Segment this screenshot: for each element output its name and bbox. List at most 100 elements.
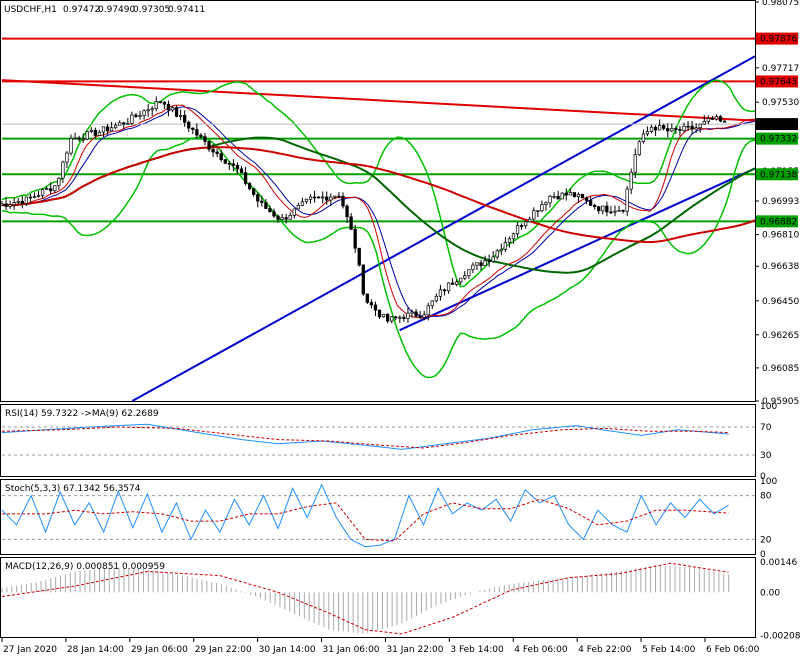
candle-body bbox=[300, 201, 305, 206]
candle-body bbox=[515, 225, 520, 235]
candle-body bbox=[235, 164, 240, 170]
level-price-label: 0.96882 bbox=[760, 217, 797, 227]
time-tick-label: 29 Jan 06:00 bbox=[131, 645, 188, 655]
macd-pane[interactable] bbox=[0, 557, 756, 638]
stoch-series-line bbox=[1, 483, 729, 548]
ma-fast-blue bbox=[1, 106, 756, 318]
resistance-trendline bbox=[1, 79, 756, 122]
candle-body bbox=[227, 162, 231, 165]
candle-body bbox=[593, 204, 597, 208]
level-price-label: 0.97876 bbox=[760, 35, 797, 45]
stoch-tick-label: 100 bbox=[760, 477, 777, 487]
candle-body bbox=[475, 262, 479, 266]
candle-body bbox=[552, 195, 556, 198]
candle-body bbox=[150, 108, 154, 111]
macd-signal-line bbox=[1, 562, 729, 635]
candle-body bbox=[49, 188, 53, 192]
candle-body bbox=[252, 188, 256, 195]
bollinger-lower-band bbox=[1, 136, 756, 379]
candle-body bbox=[36, 195, 41, 197]
macd-title: MACD(12,26,9) 0.000851 0.000959 bbox=[5, 562, 165, 572]
level-price-tag bbox=[756, 132, 798, 145]
level-price-label: 0.97138 bbox=[760, 170, 797, 180]
candle-body bbox=[528, 218, 532, 223]
candle-body bbox=[24, 196, 29, 205]
candle-body bbox=[674, 128, 678, 130]
candle-body bbox=[85, 131, 89, 140]
candle-body bbox=[617, 209, 621, 212]
candle-body bbox=[430, 300, 434, 307]
candle-body bbox=[633, 154, 637, 173]
price-tick-label: 0.95905 bbox=[762, 397, 799, 407]
candle-body bbox=[101, 126, 106, 133]
candle-body bbox=[483, 260, 487, 266]
candle-body bbox=[678, 129, 682, 131]
price-tick-label: 0.98075 bbox=[762, 0, 799, 8]
candle-body bbox=[316, 196, 321, 199]
level-price-tag bbox=[756, 168, 798, 181]
candle-body bbox=[45, 188, 49, 191]
candle-body bbox=[471, 264, 475, 270]
candle-body bbox=[268, 208, 272, 213]
candle-body bbox=[28, 196, 33, 199]
rsi-tick-label: 0 bbox=[760, 472, 766, 482]
candle-body bbox=[357, 247, 361, 266]
level-price-tag bbox=[756, 75, 798, 88]
candle-body bbox=[154, 101, 158, 109]
price-overlays bbox=[1, 37, 756, 402]
rsi-tick-label: 70 bbox=[760, 423, 772, 433]
level-price-label: 0.97332 bbox=[760, 135, 797, 145]
candle-body bbox=[450, 282, 455, 285]
time-tick-label: 31 Jan 22:00 bbox=[386, 645, 443, 655]
time-tick-label: 27 Jan 2020 bbox=[3, 645, 57, 655]
candle-body bbox=[540, 204, 544, 212]
price-tick-label: 0.97717 bbox=[762, 64, 799, 74]
rsi-pane[interactable] bbox=[0, 404, 756, 477]
candle-body bbox=[284, 217, 288, 220]
candle-body bbox=[588, 200, 593, 206]
time-tick-label: 31 Jan 06:00 bbox=[323, 645, 380, 655]
candle-body bbox=[166, 103, 171, 111]
candle-body bbox=[394, 316, 398, 319]
candle-body bbox=[146, 109, 150, 112]
stoch-pane[interactable] bbox=[0, 479, 756, 555]
candle-body bbox=[511, 233, 516, 240]
candle-body bbox=[349, 216, 353, 230]
candle-body bbox=[69, 138, 73, 154]
candle-body bbox=[601, 205, 605, 212]
candle-body bbox=[211, 148, 215, 153]
candle-body bbox=[312, 196, 317, 199]
candle-body bbox=[40, 189, 45, 196]
candle-body bbox=[0, 203, 4, 206]
price-candles bbox=[0, 96, 727, 324]
candle-body bbox=[170, 107, 175, 111]
candle-body bbox=[572, 192, 577, 197]
candle-body bbox=[207, 141, 211, 150]
rsi-series-line bbox=[1, 426, 729, 449]
candle-body bbox=[597, 206, 601, 212]
price-tick-label: 0.96638 bbox=[762, 262, 799, 272]
candle-body bbox=[402, 316, 406, 319]
candle-body bbox=[641, 133, 646, 143]
ma-fast-red bbox=[1, 104, 756, 319]
candle-body bbox=[162, 101, 167, 105]
candle-body bbox=[718, 116, 723, 122]
time-tick-label: 4 Feb 06:00 bbox=[514, 645, 568, 655]
candle-body bbox=[406, 312, 410, 319]
candle-body bbox=[564, 192, 568, 196]
candle-body bbox=[556, 195, 560, 200]
candle-body bbox=[686, 125, 690, 128]
candle-body bbox=[361, 264, 365, 295]
stoch-tick-label: 20 bbox=[760, 535, 772, 545]
candle-body bbox=[576, 193, 581, 197]
last-price-label: 0.97411 bbox=[760, 120, 797, 130]
candle-body bbox=[114, 124, 118, 129]
candle-body bbox=[296, 205, 300, 210]
macd-tick-label: 0.00 bbox=[760, 588, 780, 598]
candle-body bbox=[247, 183, 252, 190]
candle-body bbox=[390, 316, 394, 322]
time-tick-label: 5 Feb 14:00 bbox=[642, 645, 696, 655]
